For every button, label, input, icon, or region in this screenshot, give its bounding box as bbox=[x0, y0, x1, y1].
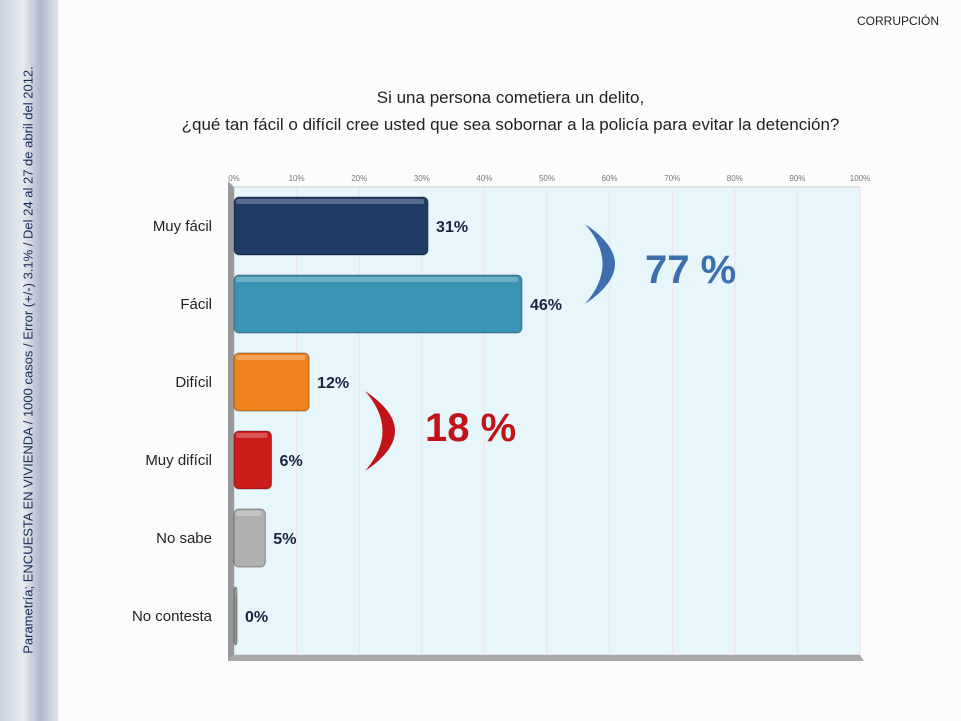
bracket-moon-shape bbox=[365, 391, 395, 471]
bar bbox=[233, 586, 238, 646]
category-label: Difícil bbox=[175, 374, 212, 391]
group-total-label: 18 % bbox=[425, 406, 516, 450]
title-line-1: Si una persona cometiera un delito, bbox=[376, 88, 645, 107]
data-label: 6% bbox=[280, 453, 303, 470]
bar-highlight bbox=[236, 277, 518, 282]
bar bbox=[233, 196, 429, 256]
data-label: 46% bbox=[530, 297, 562, 314]
tick-label: 10% bbox=[289, 174, 305, 183]
tick-label: 30% bbox=[414, 174, 430, 183]
category-label: Fácil bbox=[180, 296, 212, 313]
data-label: 0% bbox=[245, 609, 268, 626]
chart-title: Si una persona cometiera un delito, ¿qué… bbox=[60, 84, 961, 138]
tick-label: 40% bbox=[476, 174, 492, 183]
data-label: 5% bbox=[273, 531, 296, 548]
tick-label: 90% bbox=[789, 174, 805, 183]
bar-highlight bbox=[236, 355, 306, 360]
title-line-2: ¿qué tan fácil o difícil cree usted que … bbox=[181, 115, 840, 134]
tick-label: 100% bbox=[850, 174, 870, 183]
tick-label: 20% bbox=[351, 174, 367, 183]
bar-highlight bbox=[236, 511, 262, 516]
plot-floor bbox=[228, 655, 864, 661]
tick-label: 70% bbox=[664, 174, 680, 183]
category-label: Muy difícil bbox=[145, 452, 212, 469]
bar bbox=[233, 430, 273, 490]
bar-highlight bbox=[236, 199, 425, 204]
category-label: No sabe bbox=[156, 530, 212, 547]
tick-label: 60% bbox=[602, 174, 618, 183]
tick-label: 80% bbox=[727, 174, 743, 183]
plot-side-wall bbox=[228, 181, 234, 661]
tick-label: 0% bbox=[228, 174, 240, 183]
category-label: No contesta bbox=[132, 608, 213, 625]
bar bbox=[233, 352, 310, 412]
bar bbox=[233, 508, 266, 568]
data-label: 31% bbox=[436, 219, 468, 236]
bar bbox=[233, 274, 523, 334]
tick-label: 50% bbox=[539, 174, 555, 183]
decorative-strip bbox=[0, 0, 58, 721]
bar-highlight bbox=[236, 433, 268, 438]
data-label: 12% bbox=[317, 375, 349, 392]
category-label: Muy fácil bbox=[153, 218, 212, 235]
group-total-label: 77 % bbox=[645, 248, 736, 292]
bracket-moon-shape bbox=[585, 224, 615, 304]
bar-highlight bbox=[236, 589, 237, 594]
section-tag: CORRUPCIÓN bbox=[856, 14, 939, 28]
